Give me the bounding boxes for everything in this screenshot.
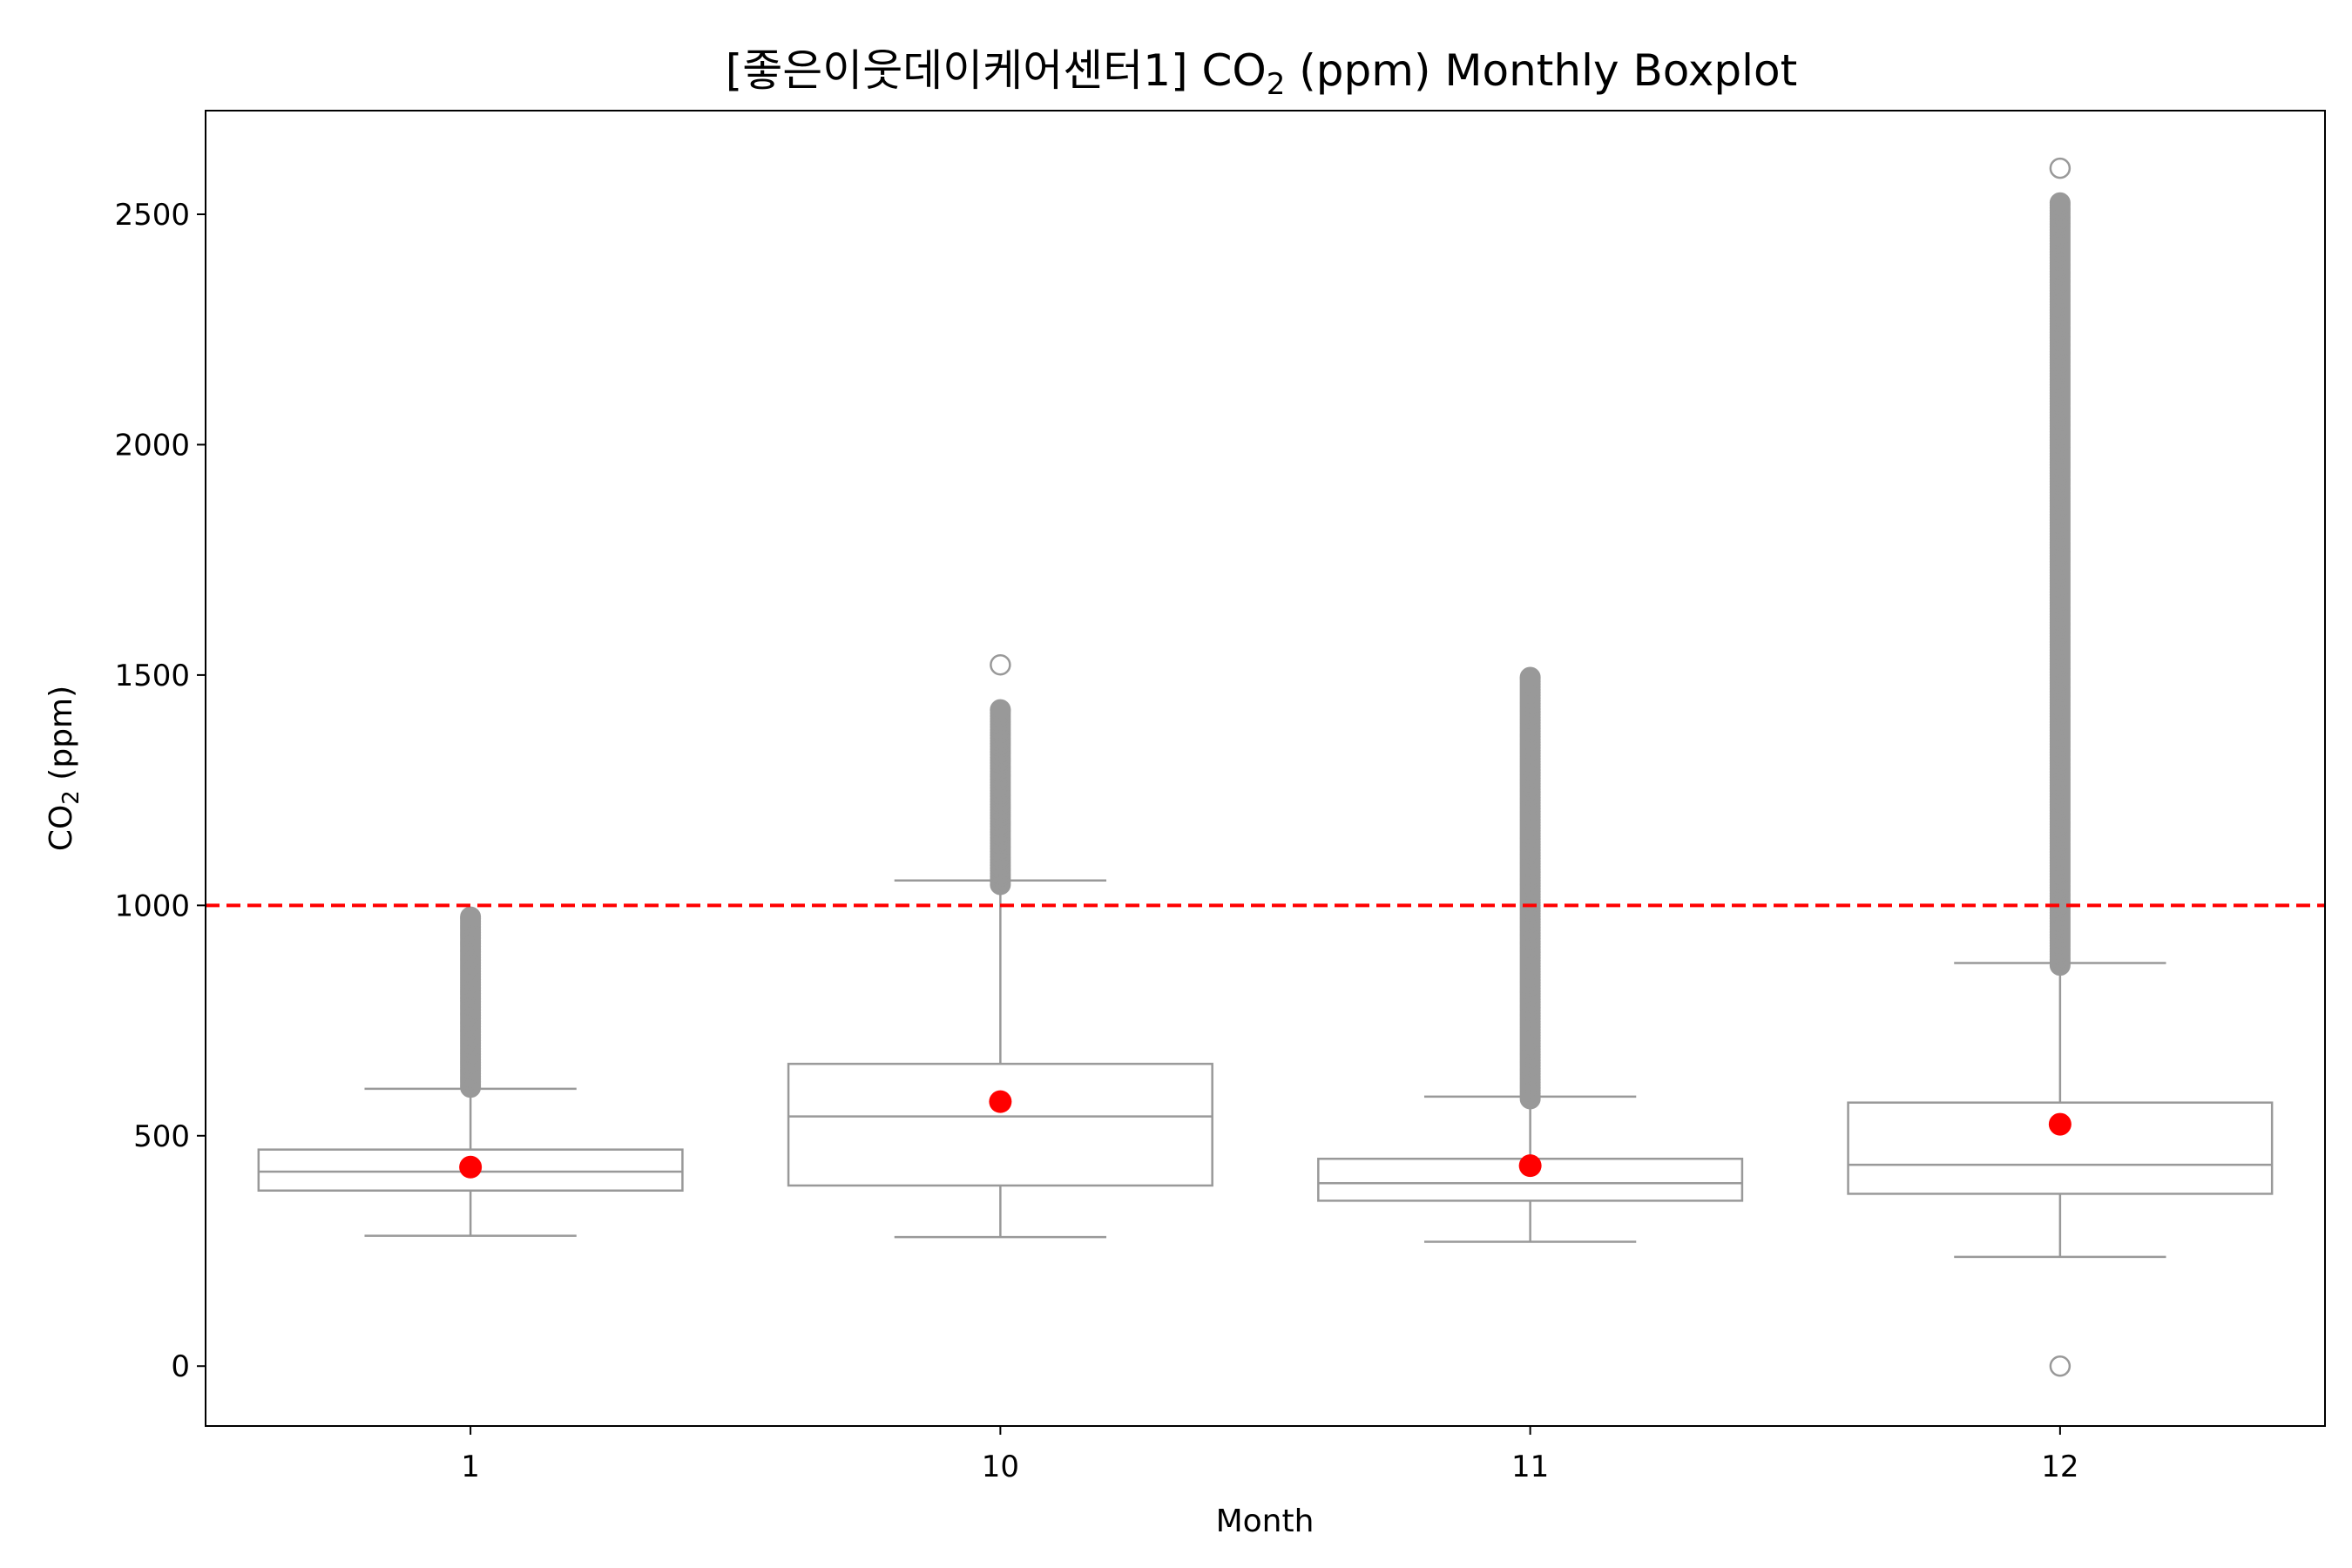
y-tick-label: 1000 (114, 889, 190, 923)
mean-marker (989, 1090, 1012, 1113)
mean-marker (1518, 1154, 1542, 1178)
box-group-10 (787, 654, 1213, 1239)
box-group-11 (1317, 666, 1744, 1243)
outlier-point (1519, 666, 1541, 688)
iqr-box (787, 1063, 1213, 1187)
x-tick-label: 12 (2041, 1450, 2078, 1484)
y-tick-label: 500 (133, 1119, 190, 1154)
y-tick-label: 0 (171, 1349, 190, 1384)
mean-marker (459, 1155, 483, 1179)
x-tick-label: 10 (982, 1450, 1019, 1484)
y-tick-label: 2500 (114, 198, 190, 233)
box-group-12 (1847, 157, 2274, 1377)
mean-marker (2048, 1112, 2072, 1136)
outlier-point (2049, 157, 2072, 179)
y-axis-label: CO2 (ppm) (44, 686, 84, 851)
outlier-point (460, 906, 482, 928)
outlier-point (990, 699, 1011, 720)
plot-frame (205, 110, 2326, 1427)
x-tick-label: 11 (1511, 1450, 1549, 1484)
y-tick-label: 2000 (114, 428, 190, 463)
outlier-point (2049, 1355, 2072, 1377)
chart-title: [좋은이웃데이케어센터1] CO2 (ppm) Monthly Boxplot (726, 45, 1797, 102)
x-tick-label: 1 (461, 1450, 480, 1484)
y-tick-label: 1500 (114, 659, 190, 693)
box-group-1 (257, 906, 684, 1237)
plot-area (206, 157, 2325, 1377)
outlier-point (2049, 192, 2071, 213)
x-axis-label: Month (1216, 1504, 1315, 1539)
outlier-point (990, 654, 1011, 676)
